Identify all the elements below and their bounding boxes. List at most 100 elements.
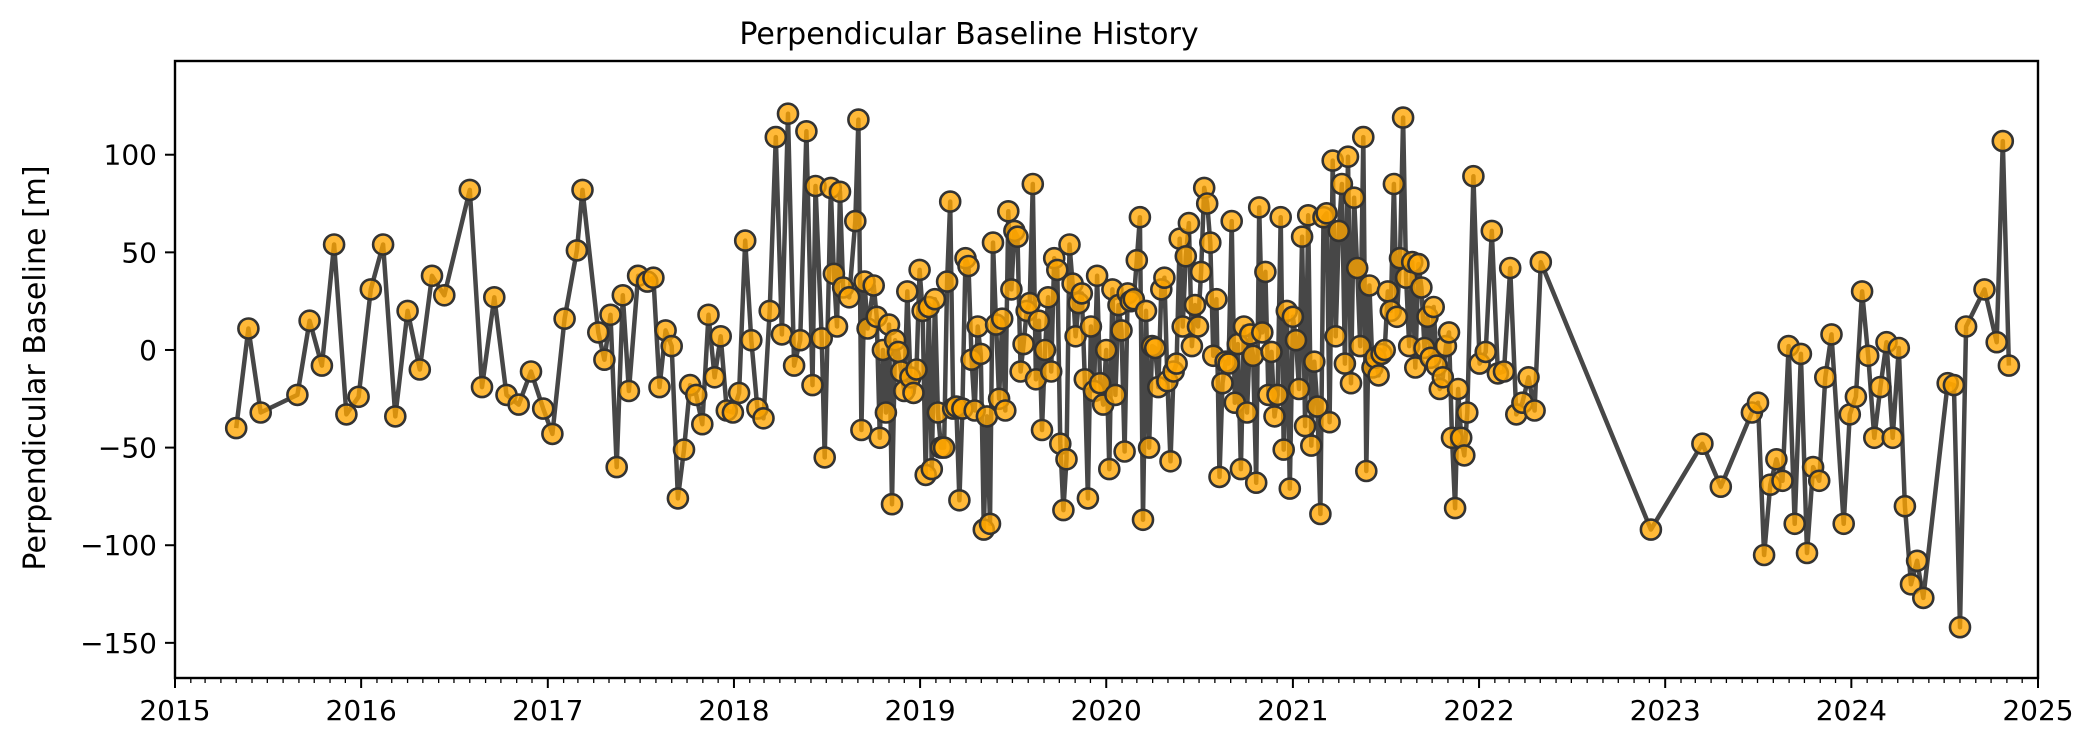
data-point: [828, 180, 852, 204]
data-point: [684, 383, 708, 407]
data-point: [1954, 315, 1978, 338]
data-point: [801, 373, 824, 397]
data-point: [1174, 244, 1198, 268]
data-point: [978, 512, 1002, 536]
data-point: [1303, 350, 1326, 374]
data-point: [886, 340, 910, 364]
data-point: [605, 455, 629, 479]
data-point: [458, 178, 482, 202]
data-point: [1863, 426, 1886, 450]
data-point: [1942, 373, 1966, 397]
data-point: [586, 321, 610, 344]
data-point: [1281, 305, 1305, 329]
data-point: [571, 178, 594, 202]
data-point: [996, 200, 1020, 223]
data-point: [1269, 205, 1292, 229]
data-point: [1189, 260, 1213, 284]
data-point: [1128, 205, 1152, 229]
data-point: [1814, 365, 1837, 389]
data-point: [1263, 405, 1286, 428]
plot-area: [224, 102, 2021, 639]
data-point: [1036, 285, 1060, 309]
data-point: [1076, 487, 1100, 510]
data-point: [758, 299, 782, 323]
data-point: [1046, 258, 1069, 282]
data-point: [1318, 410, 1341, 434]
data-point: [920, 457, 944, 481]
data-point: [408, 358, 432, 381]
x-tick-label: 2021: [1257, 694, 1328, 727]
data-point: [1030, 418, 1054, 442]
data-point: [1306, 395, 1329, 418]
data-point: [249, 401, 273, 424]
data-point: [1352, 125, 1375, 149]
data-point: [1327, 219, 1351, 243]
data-point: [383, 405, 407, 428]
data-point: [810, 326, 834, 350]
data-point: [1241, 344, 1265, 368]
data-point: [1131, 508, 1155, 532]
data-point: [565, 239, 589, 262]
data-point: [1850, 280, 1874, 303]
data-point: [1293, 414, 1317, 438]
data-point: [1807, 469, 1831, 493]
y-tick-label: 100: [104, 139, 157, 172]
data-point: [733, 229, 757, 252]
data-point: [1284, 328, 1308, 352]
data-point: [531, 397, 555, 420]
x-tick-label: 2020: [1071, 694, 1142, 727]
data-point: [966, 315, 990, 338]
data-point: [1333, 352, 1357, 375]
data-point: [1746, 391, 1770, 415]
data-point: [1079, 315, 1103, 338]
data-point: [1039, 360, 1063, 383]
data-point: [1691, 432, 1714, 456]
data-point: [1991, 129, 2015, 153]
data-point: [1887, 336, 1911, 360]
x-tick-label: 2018: [698, 694, 769, 727]
data-point: [752, 406, 775, 430]
data-point: [813, 446, 837, 469]
data-point: [1765, 447, 1788, 471]
data-point: [1137, 436, 1161, 459]
data-point: [1820, 323, 1843, 346]
data-point: [1070, 282, 1094, 305]
data-point: [599, 303, 622, 327]
data-point: [1639, 518, 1663, 541]
data-point: [1893, 494, 1917, 518]
data-point: [1869, 375, 1892, 399]
data-point: [1159, 449, 1182, 473]
data-point: [396, 299, 419, 323]
data-point: [905, 358, 928, 381]
data-point: [1104, 383, 1127, 407]
data-point: [862, 274, 886, 297]
data-point: [1422, 295, 1445, 319]
data-point: [739, 328, 763, 352]
y-tick-label: −150: [80, 627, 157, 660]
data-point: [1783, 512, 1806, 536]
data-point: [1789, 342, 1813, 366]
data-point: [1997, 354, 2021, 377]
data-point: [482, 285, 506, 309]
data-point: [1247, 196, 1271, 219]
data-point: [553, 307, 576, 331]
data-point: [1287, 377, 1311, 401]
data-point: [1345, 256, 1369, 280]
data-point: [1033, 338, 1057, 362]
data-point: [470, 375, 494, 399]
data-point: [1180, 334, 1204, 358]
data-point: [703, 365, 726, 389]
data-point: [1474, 340, 1497, 364]
data-point: [1134, 299, 1158, 323]
data-point: [788, 328, 812, 352]
data-point: [335, 403, 358, 426]
data-point: [727, 381, 751, 405]
data-point: [1948, 615, 1972, 639]
data-point: [969, 342, 993, 366]
y-tick-label: 0: [139, 334, 157, 367]
data-point: [1407, 252, 1430, 276]
data-point: [782, 354, 806, 377]
y-axis-label: Perpendicular Baseline [m]: [18, 165, 53, 570]
data-point: [660, 334, 684, 358]
data-point: [648, 375, 671, 399]
